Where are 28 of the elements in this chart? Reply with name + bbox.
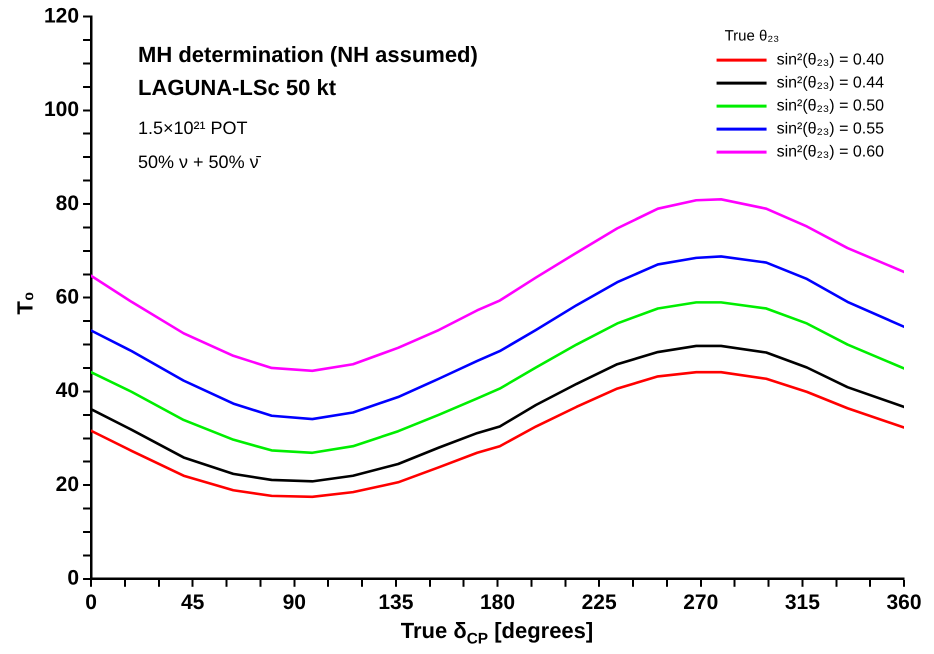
legend-label: sin²(θ₂₃) = 0.40 xyxy=(776,52,884,69)
y-tick-label: 0 xyxy=(67,566,80,590)
x-tick-label: 315 xyxy=(784,591,820,614)
text: MH determination (NH assumed) xyxy=(138,42,478,68)
y-axis-title: T₀ xyxy=(12,291,39,315)
x-tick-label: 270 xyxy=(683,591,718,614)
x-tick-label: 360 xyxy=(886,591,922,614)
x-tick-label: 225 xyxy=(582,591,617,614)
x-tick-label: 180 xyxy=(480,591,516,614)
legend-label: sin²(θ₂₃) = 0.60 xyxy=(776,144,884,161)
legend-label: sin²(θ₂₃) = 0.50 xyxy=(776,98,884,115)
x-tick-label: 90 xyxy=(282,591,306,614)
annotation: 1.5×10²¹ POT xyxy=(138,118,248,139)
legend-label: sin²(θ₂₃) = 0.55 xyxy=(776,120,884,138)
y-tick-label: 80 xyxy=(56,192,80,215)
y-tick-label: 120 xyxy=(44,4,80,28)
y-tick-label: 60 xyxy=(56,285,80,308)
y-tick-label: 20 xyxy=(56,472,80,496)
x-tick-label: 0 xyxy=(85,591,97,614)
x-axis-title: True δ$_{CP}$ [degrees] xyxy=(400,618,594,648)
legend-title: True θ₂₃ xyxy=(724,28,780,45)
x-tick-label: 45 xyxy=(180,591,205,614)
text: LAGUNA-LSc 50 kt xyxy=(138,75,336,101)
y-tick-label: 40 xyxy=(56,379,80,402)
y-tick-label: 100 xyxy=(44,98,80,122)
legend-label: sin²(θ₂₃) = 0.44 xyxy=(776,74,884,92)
x-tick-label: 135 xyxy=(378,591,414,614)
annotation: 50% ν + 50% ν̄ xyxy=(138,152,259,173)
